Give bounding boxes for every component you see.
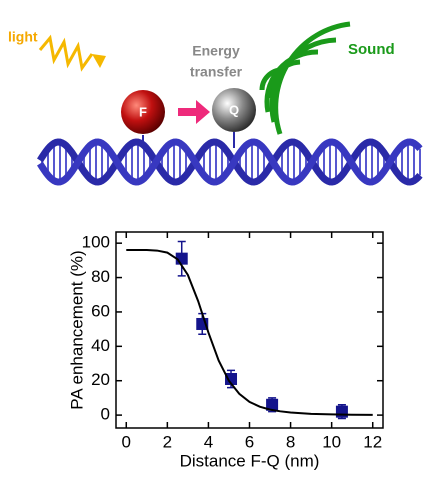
chart: 0 2 4 6 8 10 12 0 20 40 60 80 100 Distance F-Q (nm) PA…	[67, 232, 383, 470]
x-tick-label: 8	[286, 432, 295, 451]
x-tick-label: 10	[322, 432, 341, 451]
y-tick-label: 80	[91, 267, 110, 286]
x-tick-label: 0	[122, 432, 131, 451]
energy-label: Energy	[192, 43, 240, 59]
dna-helix	[40, 142, 420, 182]
transfer-arrow	[178, 100, 210, 124]
y-tick-label: 100	[82, 233, 110, 252]
fluorophore-label: F	[139, 104, 147, 119]
light-arrowhead	[92, 54, 106, 68]
sound-waves	[262, 24, 350, 134]
diagram: light Energy transfer Sound F Q	[8, 24, 420, 182]
light-wave	[40, 38, 92, 68]
y-tick-label: 40	[91, 336, 110, 355]
x-tick-label: 2	[163, 432, 172, 451]
x-tick-label: 4	[204, 432, 213, 451]
y-axis-label: PA enhancement (%)	[67, 250, 86, 409]
y-tick-label: 20	[91, 370, 110, 389]
figure: light Energy transfer Sound F Q 0 2 4 6 8 10 1…	[0, 0, 426, 484]
transfer-label: transfer	[190, 64, 243, 80]
y-tick-label: 60	[91, 301, 110, 320]
fit-curve	[126, 250, 372, 415]
data-point	[336, 406, 348, 418]
x-tick-label: 12	[363, 432, 382, 451]
x-axis-label: Distance F-Q (nm)	[180, 451, 320, 470]
y-tick-label: 0	[101, 405, 110, 424]
light-label: light	[8, 29, 38, 45]
sound-label: Sound	[348, 41, 395, 58]
x-tick-label: 6	[245, 432, 254, 451]
plot-frame	[116, 232, 383, 428]
quencher-label: Q	[229, 102, 239, 117]
